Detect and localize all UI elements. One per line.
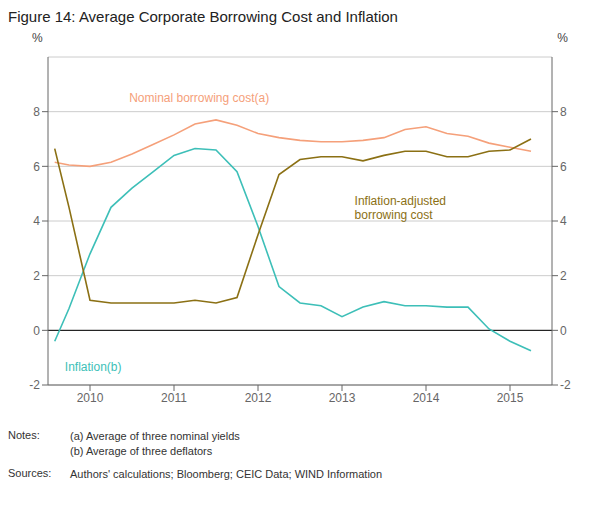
- html-text:Sources:: Sources:: [8, 467, 52, 479]
- svg-text:4: 4: [560, 214, 567, 228]
- svg-text:8: 8: [33, 105, 40, 119]
- svg-text:4: 4: [33, 214, 40, 228]
- svg-text:Inflation(b): Inflation(b): [65, 360, 122, 374]
- svg-text:2015: 2015: [497, 391, 524, 405]
- svg-text:8: 8: [560, 105, 567, 119]
- svg-text:2: 2: [560, 269, 567, 283]
- svg-text:2011: 2011: [161, 391, 187, 405]
- html-text:(b) Average of three deflators: (b) Average of three deflators: [70, 445, 213, 457]
- svg-text:0: 0: [560, 324, 567, 338]
- svg-text:2: 2: [33, 269, 40, 283]
- html-text:(a) Average of three nominal y: (a) Average of three nominal yields: [70, 430, 240, 442]
- svg-text:0: 0: [33, 324, 40, 338]
- svg-text:Inflation-adjustedborrowing co: Inflation-adjustedborrowing cost: [355, 194, 446, 222]
- svg-text:2010: 2010: [77, 391, 104, 405]
- svg-text:6: 6: [33, 160, 40, 174]
- html-text:Figure 14: Average Corporate B: Figure 14: Average Corporate Borrowing C…: [8, 8, 398, 25]
- svg-text:-2: -2: [29, 378, 40, 392]
- html-text:Authors' calculations; Bloombe: Authors' calculations; Bloomberg; CEIC D…: [70, 468, 383, 480]
- svg-text:2012: 2012: [245, 391, 272, 405]
- svg-text:6: 6: [560, 160, 567, 174]
- html-text:Notes:: Notes:: [8, 429, 40, 441]
- svg-text:2014: 2014: [413, 391, 440, 405]
- svg-text:Nominal borrowing cost(a): Nominal borrowing cost(a): [129, 91, 269, 105]
- svg-text:-2: -2: [560, 378, 571, 392]
- svg-text:2013: 2013: [329, 391, 356, 405]
